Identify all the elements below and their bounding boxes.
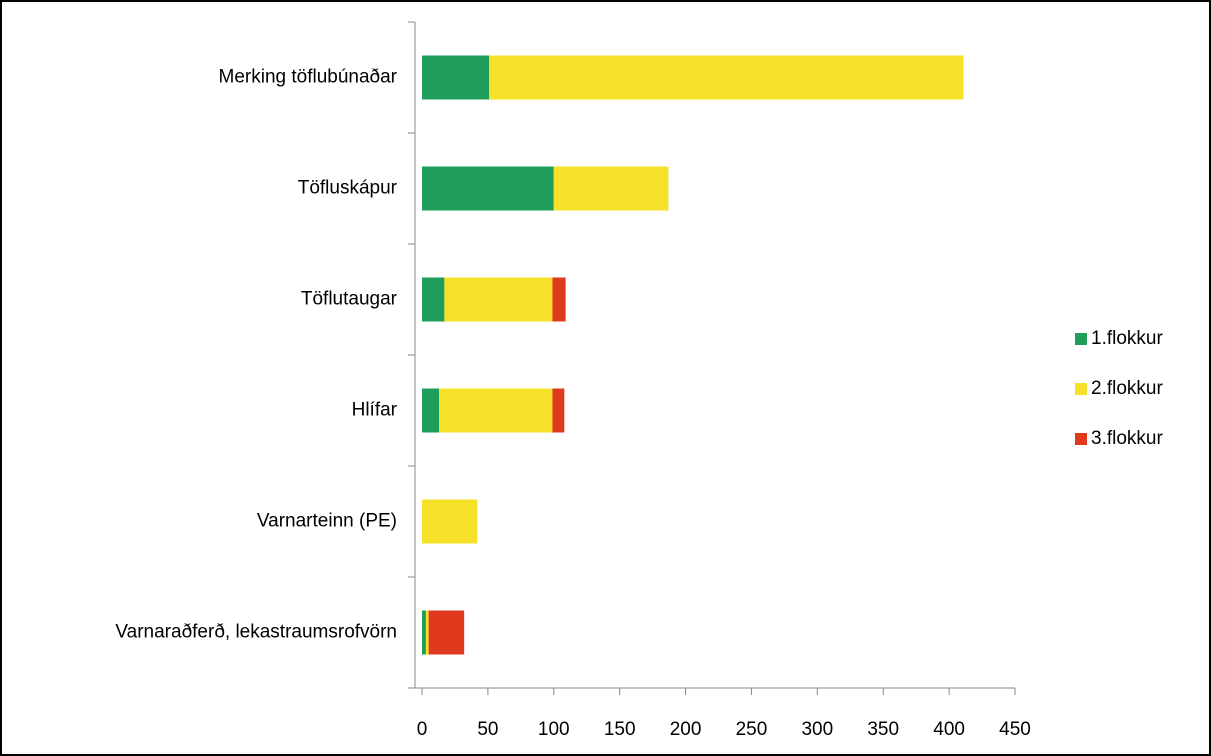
x-tick-label: 250: [736, 719, 768, 740]
legend-swatch: [1075, 333, 1087, 345]
y-tick-label: Merking töflubúnaðar: [219, 67, 398, 88]
legend-swatch: [1075, 383, 1087, 395]
x-tick-label: 50: [477, 719, 498, 740]
x-tick-label: 100: [538, 719, 570, 740]
x-tick-label: 450: [999, 719, 1031, 740]
y-tick-label: Töflutaugar: [301, 289, 398, 310]
bar-segment: [489, 55, 964, 100]
bar-segment: [444, 277, 553, 322]
x-tick-label: 150: [604, 719, 636, 740]
bar-segment: [553, 166, 669, 211]
y-tick-label: Varnaraðferð, lekastraumsrofvörn: [115, 622, 397, 643]
bar-segment: [422, 277, 445, 322]
legend-swatch: [1075, 433, 1087, 445]
bar-segment: [428, 610, 465, 655]
y-tick-label: Hlífar: [352, 400, 398, 421]
x-tick-label: 350: [867, 719, 899, 740]
bar-segment: [425, 610, 429, 655]
bar-segment: [552, 388, 565, 433]
bar-segment: [422, 166, 554, 211]
x-tick-label: 200: [670, 719, 702, 740]
bar-segment: [422, 388, 440, 433]
bar-segment: [422, 499, 478, 544]
x-tick-label: 400: [933, 719, 965, 740]
x-tick-label: 0: [417, 719, 428, 740]
bar-segment: [552, 277, 566, 322]
x-tick-label: 300: [801, 719, 833, 740]
legend-label: 3.flokkur: [1091, 428, 1163, 449]
y-tick-label: Töfluskápur: [298, 178, 398, 199]
legend-label: 1.flokkur: [1091, 328, 1163, 349]
y-tick-label: Varnarteinn (PE): [257, 511, 397, 532]
bar-segment: [439, 388, 553, 433]
legend-label: 2.flokkur: [1091, 378, 1163, 399]
bar-segment: [422, 55, 490, 100]
bar-segment: [422, 610, 426, 655]
